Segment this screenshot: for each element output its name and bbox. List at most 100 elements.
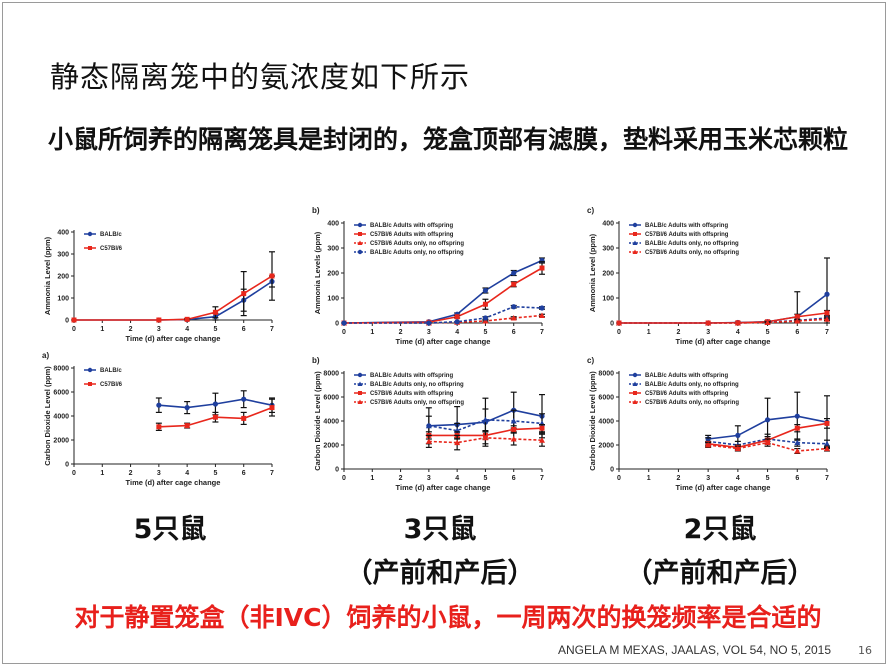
- y-tick-label: 200: [57, 274, 69, 281]
- x-tick-label: 4: [455, 475, 459, 482]
- series-line: [343, 267, 543, 324]
- data-point: [482, 434, 489, 441]
- data-point: [341, 320, 347, 326]
- data-point: [511, 304, 517, 310]
- legend-marker: [632, 222, 638, 228]
- series-line: [344, 305, 543, 324]
- data-point: [734, 445, 741, 452]
- data-point: [212, 414, 218, 420]
- legend: BALB/c Adults with offspring C57Bl/6 Adul…: [629, 222, 739, 256]
- x-tick-label: 6: [512, 329, 516, 336]
- x-tick-label: 3: [706, 475, 710, 482]
- y-axis-title: Carbon Dioxide Level (ppm): [588, 371, 597, 471]
- series-line: [74, 275, 273, 321]
- data-point: [794, 425, 800, 431]
- caption-text: 3只鼠 （产前和产后）: [345, 514, 535, 589]
- x-tick-label: 3: [706, 329, 710, 336]
- panel-label: b): [312, 356, 320, 365]
- legend-label: C57Bl/6 Adults only, no offspring: [645, 250, 739, 256]
- data-point: [184, 423, 190, 429]
- legend-marker: [633, 391, 637, 395]
- caption-text: 2只鼠 （产前和产后）: [625, 514, 815, 589]
- data-point: [539, 425, 545, 431]
- data-point: [510, 418, 517, 424]
- data-point: [824, 420, 830, 426]
- data-point: [539, 312, 545, 318]
- legend: BALB/c Adults with offspring BALB/c Adult…: [354, 372, 464, 406]
- data-point: [454, 319, 460, 325]
- x-tick-label: 6: [512, 475, 516, 482]
- x-tick-label: 4: [736, 475, 740, 482]
- chart-co2-3-mice: b) 0 1 2 3 4 5 6 7 0 2000 4000 6000 8000 Time (d) afte…: [310, 355, 550, 493]
- legend: BALB/c Adults with offspring BALB/c Adult…: [629, 372, 739, 406]
- caption-3-mice: 3只鼠 （产前和产后）: [330, 508, 550, 596]
- x-tick-label: 3: [427, 329, 431, 336]
- data-point: [454, 439, 461, 446]
- y-tick-label: 100: [602, 296, 614, 303]
- x-tick-label: 5: [766, 475, 770, 482]
- x-tick-label: 3: [427, 475, 431, 482]
- data-point: [482, 318, 489, 324]
- data-point: [425, 422, 432, 429]
- legend-label: BALB/c Adults only, no offspring: [370, 250, 464, 256]
- legend-label: BALB/c Adults only, no offspring: [645, 382, 739, 388]
- data-point: [425, 438, 432, 444]
- x-tick-label: 4: [455, 329, 459, 336]
- legend-label: BALB/c Adults with offspring: [645, 373, 728, 379]
- x-tick-label: 6: [242, 470, 246, 477]
- y-axis-title: Carbon Dioxide Level (ppm): [313, 371, 322, 471]
- legend-marker: [633, 232, 637, 236]
- x-tick-label: 6: [795, 475, 799, 482]
- x-axis-title: Time (d) after cage change: [126, 334, 221, 343]
- legend-label: C57Bl/6 Adults with offspring: [370, 232, 454, 238]
- x-tick-label: 0: [342, 329, 346, 336]
- y-tick-label: 2000: [323, 443, 339, 450]
- chart-svg: 0 1 2 3 4 5 6 7 0 100 200 300 400 Time (d) after cage…: [43, 230, 275, 343]
- x-tick-label: 4: [185, 326, 189, 333]
- panel-label: a): [42, 351, 49, 360]
- data-point: [482, 287, 489, 294]
- data-point: [824, 445, 830, 452]
- legend: BALB/c C57Bl/6: [84, 231, 123, 252]
- y-tick-label: 8000: [598, 371, 614, 378]
- series-line: [619, 312, 828, 324]
- legend-label: BALB/c Adults with offspring: [370, 223, 453, 229]
- legend-label: BALB/c Adults only, no offspring: [645, 241, 739, 247]
- data-point: [764, 319, 771, 325]
- chart-svg: c) 0 1 2 3 4 5 6 7 0 100 200 300 400 Time (d) after ca…: [587, 206, 830, 346]
- data-point: [212, 401, 219, 407]
- x-tick-label: 0: [72, 326, 76, 333]
- chart-co2-5-mice: a) 0 1 2 3 4 5 6 7 0 2000 4000 6000 8000 Time (d) afte…: [40, 350, 280, 488]
- chart-co2-2-mice: c) 0 1 2 3 4 5 6 7 0 2000 4000 6000 8000 Time (d) afte…: [585, 355, 835, 493]
- data-point: [794, 413, 800, 419]
- data-point: [156, 402, 162, 408]
- y-axis-title: Ammonia Levels (ppm): [313, 231, 322, 314]
- caption-text: 5只鼠: [133, 514, 207, 545]
- legend-marker: [357, 399, 363, 404]
- data-point: [482, 301, 488, 307]
- y-tick-label: 8000: [53, 366, 69, 373]
- x-tick-label: 5: [213, 470, 217, 477]
- legend-marker: [357, 372, 363, 378]
- x-tick-label: 1: [370, 329, 374, 336]
- caption-5-mice: 5只鼠: [90, 508, 250, 552]
- y-tick-label: 100: [57, 296, 69, 303]
- legend-label: C57Bl/6: [100, 382, 123, 388]
- data-point: [539, 265, 545, 271]
- legend-marker: [357, 381, 363, 386]
- legend-marker: [358, 232, 362, 236]
- data-point: [482, 416, 489, 423]
- x-tick-label: 0: [617, 329, 621, 336]
- data-point: [269, 405, 275, 411]
- data-point: [616, 320, 622, 326]
- y-tick-label: 2000: [53, 438, 69, 445]
- x-tick-label: 7: [540, 475, 544, 482]
- chart-svg: b) 0 1 2 3 4 5 6 7 0 2000 4000 6000 8000 Time (d) afte…: [312, 356, 545, 492]
- x-tick-label: 0: [617, 475, 621, 482]
- series-1: [155, 398, 275, 432]
- y-tick-label: 400: [57, 230, 69, 237]
- x-tick-label: 1: [647, 329, 651, 336]
- x-tick-label: 2: [399, 329, 403, 336]
- y-tick-label: 300: [602, 246, 614, 253]
